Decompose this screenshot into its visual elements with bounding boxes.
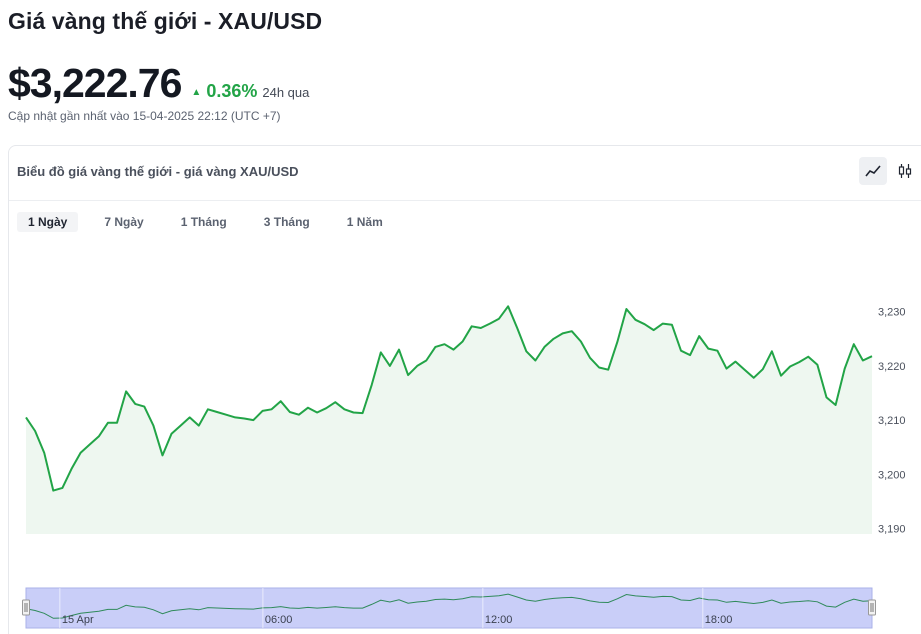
tab-1-day[interactable]: 1 Ngày (17, 212, 79, 232)
navigator-left-handle[interactable] (22, 599, 30, 616)
navigator-window[interactable] (25, 587, 873, 629)
navigator-time-label: 12:00 (485, 614, 513, 626)
last-updated: Cập nhật gần nhất vào 15-04-2025 22:12 (… (8, 109, 281, 123)
y-tick-label: 3,210 (878, 415, 906, 427)
range-tabs: 1 Ngày 7 Ngày 1 Tháng 3 Tháng 1 Năm (17, 212, 409, 232)
candlestick-icon (898, 164, 912, 178)
price-area (26, 306, 872, 534)
y-tick-label: 3,230 (878, 307, 906, 319)
line-chart-button[interactable] (859, 157, 887, 185)
up-triangle-icon: ▲ (191, 87, 202, 98)
navigator-line (25, 593, 873, 619)
price-change: ▲ 0.36% (191, 81, 257, 102)
current-price: $3,222.76 (8, 60, 182, 106)
chart-card-title: Biểu đồ giá vàng thế giới - giá vàng XAU… (17, 164, 299, 179)
line-chart-icon (865, 165, 881, 177)
tab-7-days[interactable]: 7 Ngày (104, 215, 144, 229)
navigator-time-label: 18:00 (705, 614, 733, 626)
price-line (25, 305, 873, 492)
candlestick-chart-button[interactable] (891, 157, 919, 185)
navigator-right-handle[interactable] (868, 599, 876, 616)
change-percent: 0.36% (206, 81, 258, 101)
navigator-time-label: 06:00 (265, 614, 293, 626)
tab-1-month[interactable]: 1 Tháng (180, 215, 227, 229)
tab-1-year[interactable]: 1 Năm (346, 215, 383, 229)
tab-3-months[interactable]: 3 Tháng (263, 215, 310, 229)
change-period: 24h qua (262, 85, 310, 100)
page-title: Giá vàng thế giới - XAU/USD (8, 8, 323, 34)
price-row: $3,222.76 ▲ 0.36% 24h qua (8, 60, 309, 107)
y-tick-label: 3,220 (878, 361, 906, 373)
card-divider (9, 200, 921, 201)
chart-view-toggle (859, 157, 919, 185)
y-tick-label: 3,200 (878, 469, 906, 481)
y-tick-label: 3,190 (878, 524, 906, 536)
navigator-time-label: 15 Apr (62, 614, 94, 626)
